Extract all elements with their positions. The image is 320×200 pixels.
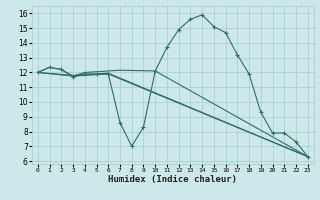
X-axis label: Humidex (Indice chaleur): Humidex (Indice chaleur) — [108, 175, 237, 184]
